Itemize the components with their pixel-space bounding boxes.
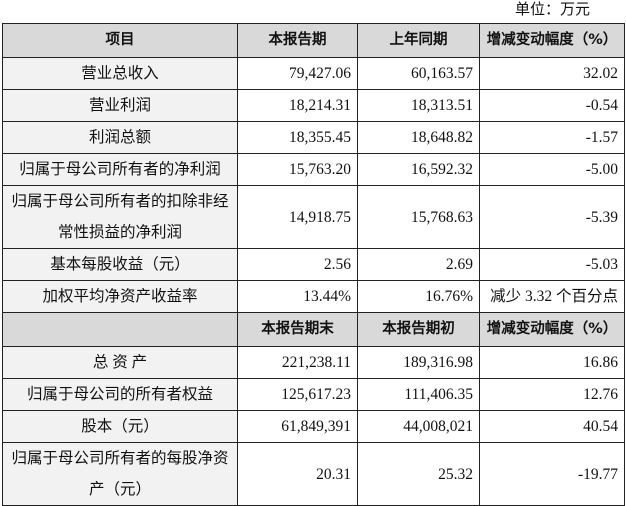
table-row: 归属于母公司所有者的净利润 15,763.20 16,592.32 -5.00 bbox=[2, 153, 625, 186]
cell-current: 79,427.06 bbox=[237, 57, 358, 90]
cell-label: 归属于母公司所有者的扣除非经常性损益的净利润 bbox=[2, 185, 238, 249]
cell-label: 营业总收入 bbox=[2, 57, 238, 90]
column-header: 项目 bbox=[2, 23, 238, 58]
cell-prior: 25.32 bbox=[357, 442, 480, 506]
cell-prior: 189,316.98 bbox=[357, 346, 480, 379]
cell-prior: 15,768.63 bbox=[357, 185, 480, 249]
table-row: 加权平均净资产收益率 13.44% 16.76% 减少 3.32 个百分点 bbox=[2, 280, 625, 313]
cell-prior: 16,592.32 bbox=[357, 153, 480, 186]
column-header: 增减变动幅度（%） bbox=[479, 312, 625, 347]
cell-current: 20.31 bbox=[237, 442, 358, 506]
cell-change: -19.77 bbox=[479, 442, 625, 506]
cell-current: 18,214.31 bbox=[237, 89, 358, 122]
cell-current: 61,849,391 bbox=[237, 410, 358, 443]
cell-label: 利润总额 bbox=[2, 121, 238, 154]
cell-change: -5.00 bbox=[479, 153, 625, 186]
table-row: 利润总额 18,355.45 18,648.82 -1.57 bbox=[2, 121, 625, 154]
table-row: 归属于母公司所有者的每股净资产（元） 20.31 25.32 -19.77 bbox=[2, 442, 625, 506]
table-row: 归属于母公司的所有者权益 125,617.23 111,406.35 12.76 bbox=[2, 378, 625, 411]
cell-change: 12.76 bbox=[479, 378, 625, 411]
cell-current: 15,763.20 bbox=[237, 153, 358, 186]
cell-label: 股本（元） bbox=[2, 410, 238, 443]
cell-current: 221,238.11 bbox=[237, 346, 358, 379]
cell-prior: 16.76% bbox=[357, 280, 480, 313]
header-row: 本报告期末 本报告期初 增减变动幅度（%） bbox=[2, 312, 625, 347]
unit-label: 单位：万元 bbox=[514, 2, 590, 18]
header-row: 项目 本报告期 上年同期 增减变动幅度（%） bbox=[2, 23, 625, 58]
cell-label: 归属于母公司所有者的净利润 bbox=[2, 153, 238, 186]
cell-label: 归属于母公司所有者的每股净资产（元） bbox=[2, 442, 238, 506]
column-header bbox=[2, 312, 238, 347]
table-row: 营业利润 18,214.31 18,313.51 -0.54 bbox=[2, 89, 625, 122]
cell-prior: 111,406.35 bbox=[357, 378, 480, 411]
cell-label: 基本每股收益（元） bbox=[2, 248, 238, 281]
cell-change: -1.57 bbox=[479, 121, 625, 154]
cell-label: 营业利润 bbox=[2, 89, 238, 122]
cell-change: 32.02 bbox=[479, 57, 625, 90]
table-row: 归属于母公司所有者的扣除非经常性损益的净利润 14,918.75 15,768.63… bbox=[2, 185, 625, 249]
cell-current: 14,918.75 bbox=[237, 185, 358, 249]
column-header: 增减变动幅度（%） bbox=[479, 23, 625, 58]
table-row: 基本每股收益（元） 2.56 2.69 -5.03 bbox=[2, 248, 625, 281]
cell-current: 125,617.23 bbox=[237, 378, 358, 411]
cell-change: 40.54 bbox=[479, 410, 625, 443]
column-header: 上年同期 bbox=[357, 23, 480, 58]
cell-current: 2.56 bbox=[237, 248, 358, 281]
cell-change: -5.39 bbox=[479, 185, 625, 249]
cell-change: 16.86 bbox=[479, 346, 625, 379]
financial-summary-table: 项目 本报告期 上年同期 增减变动幅度（%） 营业总收入 79,427.06 60,163.… bbox=[2, 23, 625, 506]
table-row: 营业总收入 79,427.06 60,163.57 32.02 bbox=[2, 57, 625, 90]
cell-current: 13.44% bbox=[237, 280, 358, 313]
column-header: 本报告期 bbox=[237, 23, 358, 58]
cell-prior: 18,313.51 bbox=[357, 89, 480, 122]
cell-prior: 60,163.57 bbox=[357, 57, 480, 90]
cell-prior: 44,008,021 bbox=[357, 410, 480, 443]
cell-change: 减少 3.32 个百分点 bbox=[479, 280, 625, 313]
table-row: 股本（元） 61,849,391 44,008,021 40.54 bbox=[2, 410, 625, 443]
table-row: 总 资 产 221,238.11 189,316.98 16.86 bbox=[2, 346, 625, 379]
cell-label: 总 资 产 bbox=[2, 346, 238, 379]
cell-change: -5.03 bbox=[479, 248, 625, 281]
column-header: 本报告期初 bbox=[357, 312, 480, 347]
cell-change: -0.54 bbox=[479, 89, 625, 122]
cell-prior: 18,648.82 bbox=[357, 121, 480, 154]
cell-current: 18,355.45 bbox=[237, 121, 358, 154]
cell-label: 归属于母公司的所有者权益 bbox=[2, 378, 238, 411]
column-header: 本报告期末 bbox=[237, 312, 358, 347]
cell-label: 加权平均净资产收益率 bbox=[2, 280, 238, 313]
cell-prior: 2.69 bbox=[357, 248, 480, 281]
